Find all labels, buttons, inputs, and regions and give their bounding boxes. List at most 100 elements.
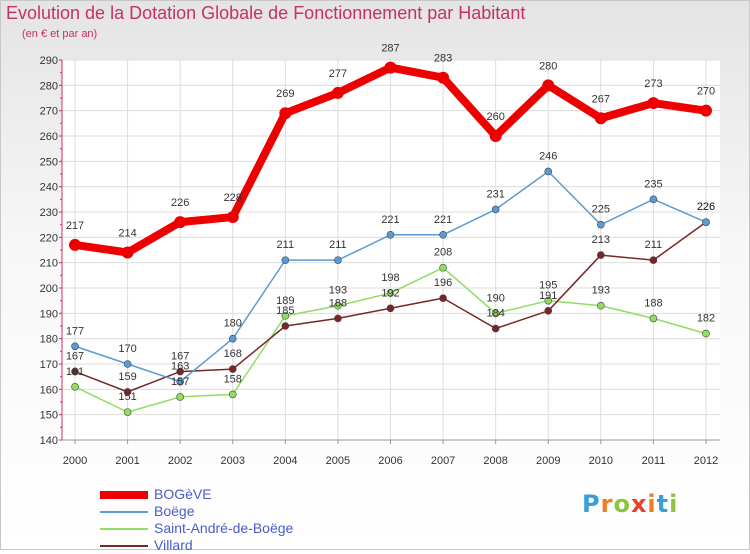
y-tick-label: 230: [40, 207, 58, 219]
y-tick-label: 270: [40, 106, 58, 118]
data-label: 182: [697, 313, 715, 325]
logo-letter: o: [613, 490, 631, 518]
data-label: 260: [486, 111, 504, 123]
x-tick-label: 2009: [536, 455, 560, 467]
x-tick-label: 2011: [642, 455, 666, 467]
data-label: 193: [329, 285, 347, 297]
y-tick-label: 160: [40, 384, 58, 396]
y-tick-label: 190: [40, 308, 58, 320]
data-point: [649, 195, 658, 204]
data-point: [281, 322, 290, 330]
legend-label: Boëge: [154, 503, 195, 519]
legend-label: Saint-André-de-Boëge: [154, 520, 294, 536]
data-label: 214: [118, 228, 136, 240]
data-label: 170: [118, 343, 136, 355]
x-tick-label: 2004: [273, 455, 297, 467]
data-label: 246: [539, 150, 557, 162]
data-point: [491, 205, 500, 214]
data-point: [123, 360, 132, 368]
x-tick-label: 2002: [168, 455, 192, 467]
data-point: [228, 390, 237, 399]
data-point: [597, 251, 605, 259]
data-label: 158: [224, 373, 242, 385]
data-point: [228, 365, 237, 373]
y-tick-label: 250: [40, 156, 58, 168]
data-label: 221: [381, 214, 399, 226]
data-label: 235: [644, 178, 662, 190]
data-label: 159: [118, 371, 136, 383]
data-label: 195: [539, 280, 557, 292]
data-point: [281, 312, 290, 320]
data-label: 180: [224, 318, 242, 330]
data-label: 287: [381, 43, 399, 55]
data-label: 167: [66, 351, 84, 363]
legend-item: Villard: [100, 537, 293, 554]
data-label: 192: [381, 287, 399, 299]
chart-legend: BOGèVE Boëge Saint-André-de-Boëge Villard: [100, 486, 293, 554]
data-point: [386, 304, 395, 313]
x-tick-label: 2000: [63, 455, 87, 467]
data-label: 161: [66, 366, 84, 378]
data-label: 191: [539, 290, 557, 302]
data-label: 208: [434, 247, 452, 259]
data-label: 211: [645, 239, 663, 251]
data-point: [386, 289, 395, 297]
data-point: [702, 329, 710, 338]
data-point: [71, 367, 79, 376]
y-tick-label: 170: [40, 359, 58, 371]
y-tick-label: 290: [40, 55, 58, 67]
data-point: [544, 306, 553, 315]
y-tick-label: 210: [40, 258, 58, 270]
legend-item: BOGèVE: [100, 486, 293, 503]
legend-swatch: [100, 527, 148, 530]
data-label: 280: [539, 60, 557, 72]
data-label: 177: [66, 325, 84, 337]
data-point: [386, 231, 395, 239]
legend-label: Villard: [154, 537, 193, 553]
data-label: 277: [329, 68, 347, 80]
data-point: [331, 86, 344, 99]
y-tick-label: 280: [40, 80, 58, 92]
data-point: [544, 296, 553, 305]
y-tick-label: 140: [40, 435, 58, 447]
proxiti-logo: Proxiti: [582, 490, 678, 518]
logo-letter: P: [582, 490, 601, 518]
data-point: [228, 334, 237, 343]
data-point: [542, 79, 555, 92]
data-point: [176, 393, 184, 401]
data-label: 198: [381, 272, 399, 284]
data-point: [123, 388, 132, 396]
data-label: 267: [592, 93, 610, 105]
data-label: 270: [697, 86, 715, 98]
y-tick-label: 180: [40, 334, 58, 346]
data-point: [649, 314, 658, 323]
data-label: 185: [276, 305, 294, 317]
legend-swatch: [100, 490, 148, 499]
data-point: [123, 408, 132, 416]
data-label: 184: [486, 308, 504, 320]
logo-letter: i: [669, 490, 679, 518]
data-label: 269: [276, 88, 294, 100]
data-point: [69, 238, 81, 251]
x-tick-label: 2006: [378, 455, 402, 467]
data-label: 283: [434, 53, 452, 65]
data-label: 190: [486, 292, 504, 304]
legend-swatch: [100, 544, 148, 547]
data-point: [439, 294, 447, 302]
data-point: [71, 382, 79, 391]
y-tick-label: 200: [40, 283, 58, 295]
data-label: 221: [434, 214, 452, 226]
x-tick-label: 2008: [483, 455, 507, 467]
data-point: [279, 107, 292, 120]
data-label: 228: [224, 192, 242, 204]
data-point: [334, 301, 342, 310]
y-tick-label: 150: [40, 410, 58, 422]
data-point: [176, 367, 184, 376]
chart-title: Evolution de la Dotation Globale de Fonc…: [6, 3, 526, 23]
data-point: [334, 314, 342, 323]
data-label: 225: [592, 204, 610, 216]
data-point: [174, 216, 187, 229]
legend-item: Boëge: [100, 503, 293, 520]
data-label: 163: [171, 361, 189, 373]
data-label: 168: [224, 348, 242, 360]
